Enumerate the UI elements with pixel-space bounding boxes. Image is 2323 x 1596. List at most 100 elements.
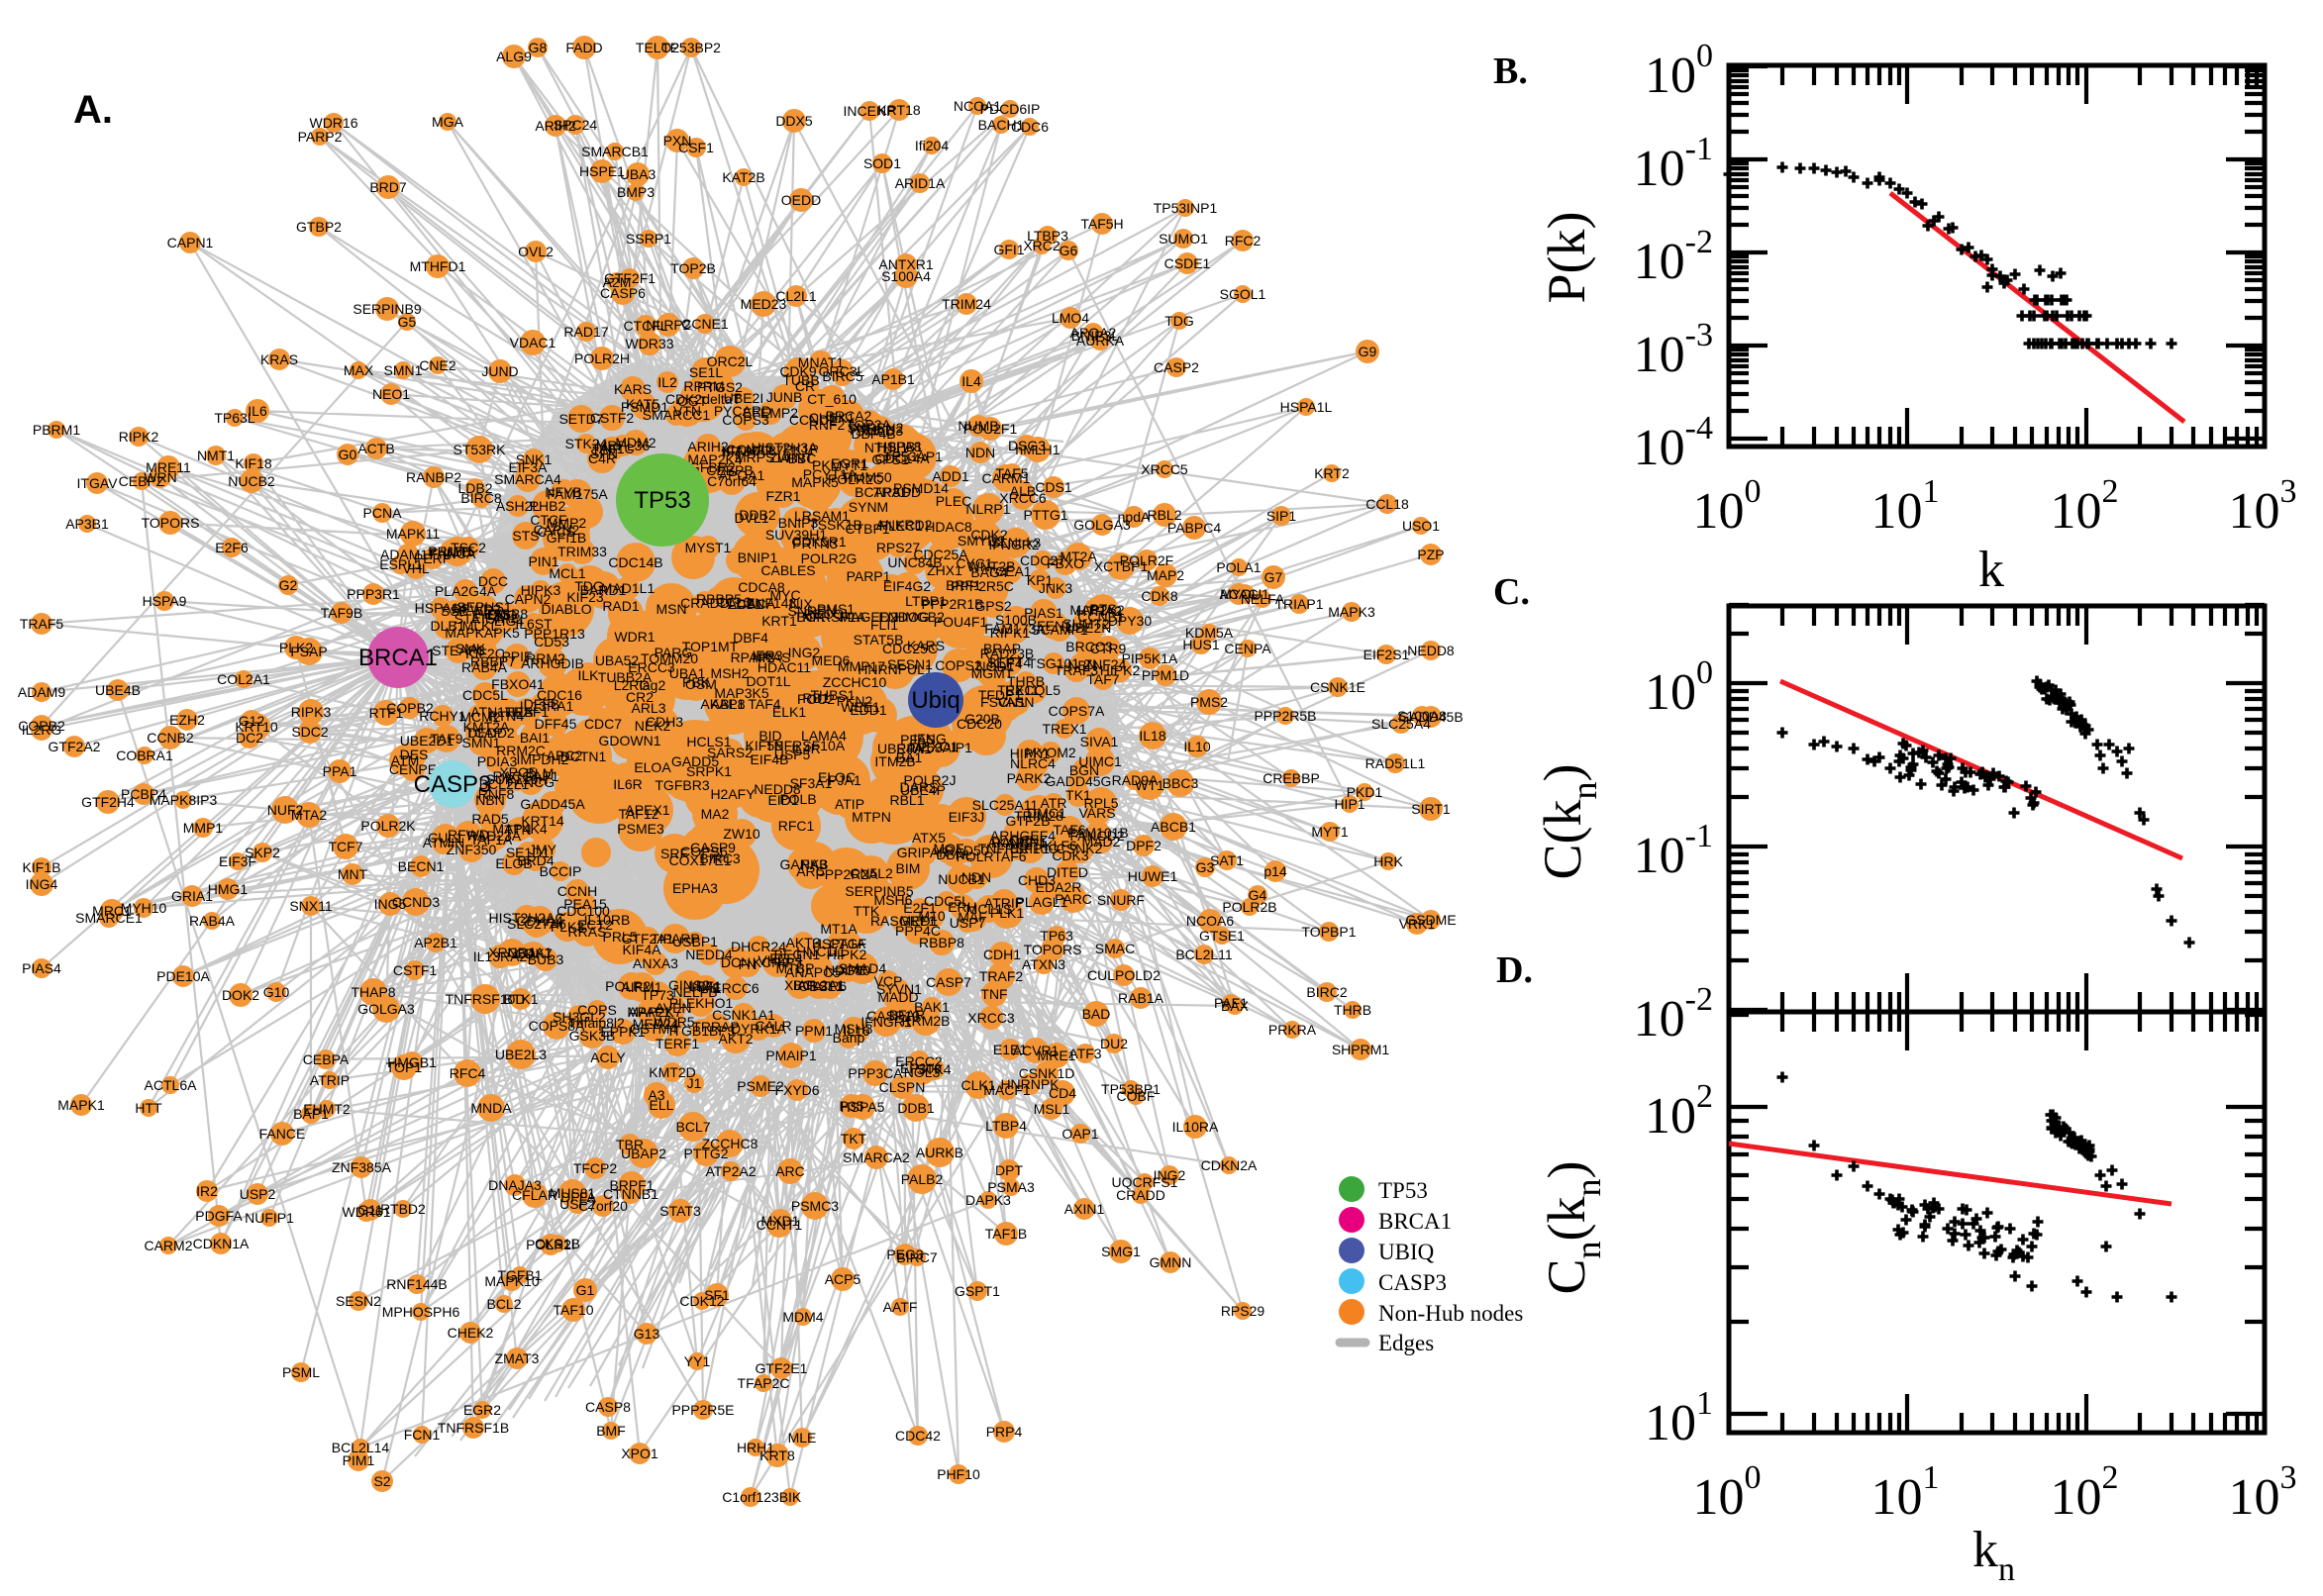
svg-text:PTS: PTS: [1089, 601, 1116, 617]
svg-text:FAM175A: FAM175A: [547, 486, 608, 502]
svg-text:BRD4: BRD4: [517, 852, 555, 868]
svg-text:UNC84B: UNC84B: [887, 554, 942, 570]
svg-text:PSMD1: PSMD1: [621, 399, 668, 415]
svg-text:MNT: MNT: [338, 866, 368, 882]
svg-text:HNC1I1: HNC1I1: [796, 944, 846, 959]
svg-text:TCAP: TCAP: [465, 725, 502, 741]
svg-text:TSG101: TSG101: [1028, 655, 1079, 671]
svg-text:MAD2: MAD2: [1082, 834, 1121, 849]
svg-text:SIRT1: SIRT1: [1411, 801, 1451, 817]
svg-text:TP53AIP1: TP53AIP1: [909, 740, 972, 755]
svg-text:MNDA: MNDA: [470, 1100, 512, 1116]
svg-text:FANCD2: FANCD2: [1069, 828, 1124, 844]
svg-text:XPO5: XPO5: [499, 764, 537, 780]
svg-text:PMS2: PMS2: [1190, 694, 1228, 710]
svg-text:RNF144B: RNF144B: [386, 1276, 447, 1292]
svg-text:DIABLO: DIABLO: [541, 601, 591, 617]
svg-text:PBRM1: PBRM1: [33, 422, 80, 438]
svg-text:COPS3: COPS3: [722, 412, 769, 428]
svg-text:CDKN2A: CDKN2A: [1201, 1157, 1258, 1173]
svg-text:XRCC6: XRCC6: [999, 490, 1047, 506]
svg-text:SH3GL2: SH3GL2: [553, 1009, 606, 1025]
svg-text:RPA1: RPA1: [896, 741, 932, 756]
svg-text:PARC: PARC: [1055, 891, 1092, 907]
svg-text:TAF4: TAF4: [748, 696, 780, 712]
svg-text:SDC2: SDC2: [291, 724, 329, 740]
svg-text:KRT18: KRT18: [877, 102, 921, 118]
svg-text:PXN: PXN: [663, 133, 692, 149]
svg-text:PSME2: PSME2: [737, 1078, 784, 1094]
svg-text:FAM101B: FAM101B: [1067, 825, 1128, 841]
svg-text:EHMT2: EHMT2: [303, 1101, 351, 1117]
svg-text:TP53: TP53: [634, 487, 690, 514]
svg-text:CSTF2: CSTF2: [590, 410, 635, 426]
svg-text:PIM1: PIM1: [343, 1452, 375, 1468]
svg-text:TP53AP1: TP53AP1: [883, 449, 943, 464]
svg-text:UBAP2: UBAP2: [621, 1146, 666, 1161]
svg-text:ATR: ATR: [1041, 795, 1067, 811]
svg-text:MED1: MED1: [900, 913, 939, 929]
svg-text:PARP1: PARP1: [847, 568, 891, 584]
svg-text:NCOA6: NCOA6: [1186, 913, 1234, 929]
svg-text:STEAP3: STEAP3: [432, 643, 485, 658]
svg-text:TNFRSF1A: TNFRSF1A: [794, 609, 866, 625]
svg-text:CDC20: CDC20: [957, 716, 1002, 732]
svg-text:UBA3: UBA3: [620, 166, 656, 182]
svg-text:CUL1: CUL1: [428, 830, 463, 846]
svg-text:PSMC3: PSMC3: [791, 1198, 839, 1214]
svg-text:COPS6: COPS6: [680, 844, 728, 859]
svg-text:ST53RK: ST53RK: [454, 442, 507, 457]
svg-text:RAB4A: RAB4A: [189, 913, 236, 929]
svg-text:BFAR: BFAR: [889, 1007, 926, 1023]
svg-text:G20B: G20B: [964, 711, 1000, 727]
svg-text:TP53: TP53: [1378, 1178, 1428, 1203]
svg-text:SMAC: SMAC: [1095, 941, 1135, 956]
svg-text:ARIH2: ARIH2: [535, 118, 575, 134]
svg-text:HSPA5: HSPA5: [841, 1099, 885, 1115]
svg-text:ARC: ARC: [796, 863, 826, 879]
svg-text:ERCC2: ERCC2: [895, 1053, 943, 1069]
svg-text:CDC16: CDC16: [537, 687, 582, 703]
svg-text:MRPL36: MRPL36: [596, 438, 651, 453]
svg-text:HTT: HTT: [135, 1100, 162, 1116]
svg-text:ARL3: ARL3: [631, 700, 665, 716]
svg-text:TP53BP1: TP53BP1: [1101, 1081, 1161, 1097]
svg-text:MTHFD1: MTHFD1: [410, 258, 466, 274]
svg-text:HSPA14: HSPA14: [415, 600, 467, 616]
svg-text:OVL2: OVL2: [518, 244, 554, 259]
svg-text:ABL1: ABL1: [711, 696, 745, 712]
svg-text:TIMM50: TIMM50: [841, 469, 892, 485]
svg-text:AP3B1: AP3B1: [65, 516, 109, 532]
svg-text:TUBB2A: TUBB2A: [598, 669, 653, 685]
svg-text:APAF1: APAF1: [628, 1004, 671, 1020]
svg-text:SMARCA2: SMARCA2: [843, 1149, 910, 1165]
svg-text:BAD: BAD: [1082, 1006, 1111, 1022]
svg-text:CCNK: CCNK: [1009, 833, 1049, 848]
svg-text:USP5: USP5: [774, 747, 811, 762]
svg-text:BAX: BAX: [1221, 998, 1250, 1014]
svg-text:SUMO1: SUMO1: [1159, 231, 1208, 247]
svg-text:NUF2: NUF2: [267, 802, 304, 818]
svg-text:G7: G7: [1264, 569, 1283, 585]
svg-text:GADD5: GADD5: [671, 753, 719, 769]
svg-text:RAD9A: RAD9A: [1112, 772, 1159, 788]
svg-text:UBA52: UBA52: [595, 652, 640, 668]
svg-text:BIRC7: BIRC7: [896, 1249, 937, 1265]
svg-text:RECQL: RECQL: [804, 606, 852, 622]
svg-text:HM1: HM1: [691, 979, 721, 995]
svg-text:KCNIP3: KCNIP3: [753, 954, 803, 970]
svg-text:CDC27: CDC27: [1020, 552, 1065, 568]
svg-text:ZNF24: ZNF24: [1084, 656, 1127, 672]
svg-text:TTK: TTK: [854, 903, 880, 919]
svg-text:DCC: DCC: [478, 573, 508, 589]
svg-text:WNT2B: WNT2B: [967, 558, 1016, 574]
svg-text:WDR5: WDR5: [654, 1014, 694, 1030]
svg-text:BCL7: BCL7: [675, 1119, 710, 1135]
svg-text:NFYB: NFYB: [545, 484, 581, 500]
svg-text:JUND: JUND: [481, 363, 518, 379]
svg-text:MAF: MAF: [958, 909, 987, 925]
svg-text:VCP: VCP: [874, 973, 903, 989]
svg-text:BGN: BGN: [1069, 762, 1099, 778]
svg-text:CDC100: CDC100: [556, 903, 610, 919]
svg-text:KARS: KARS: [614, 381, 652, 397]
